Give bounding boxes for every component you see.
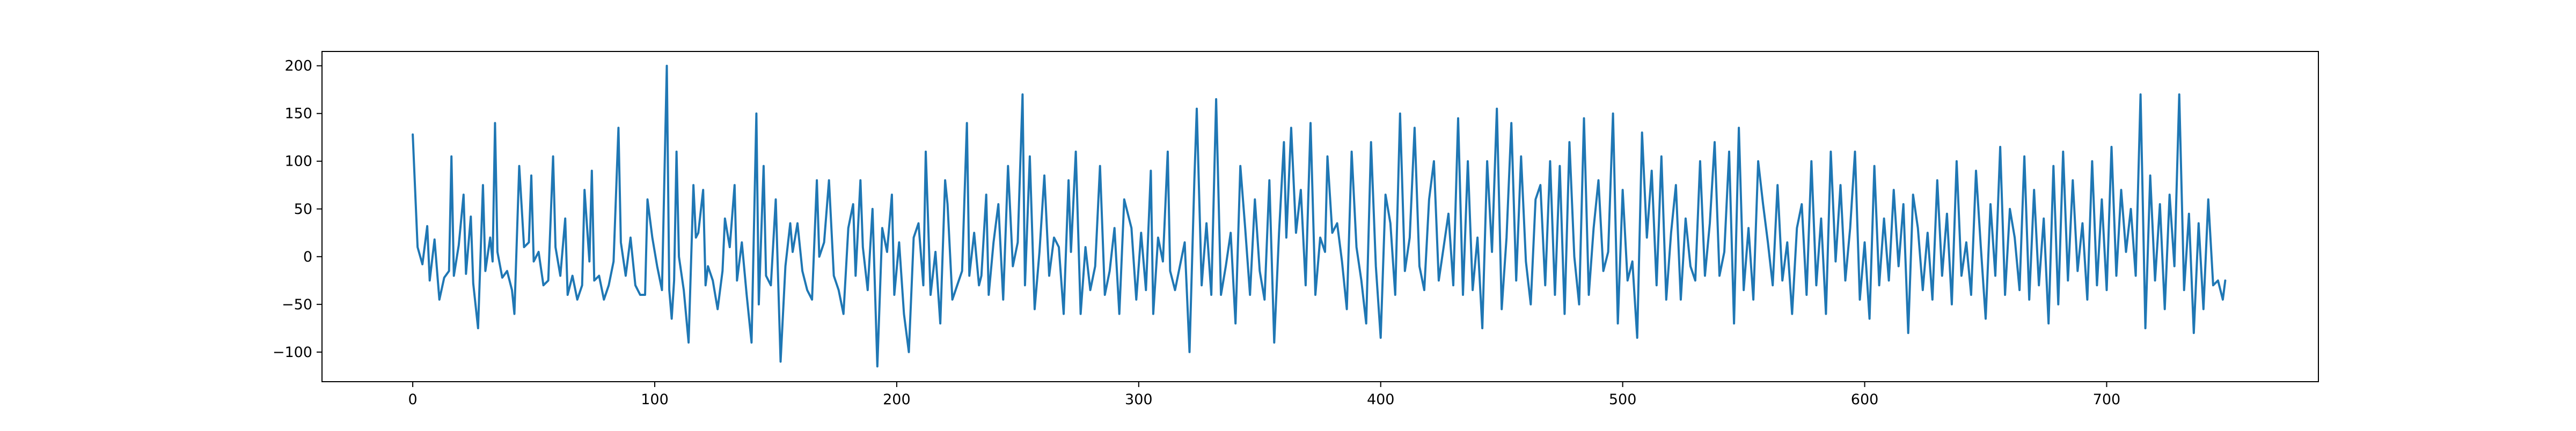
y-tick-label: −100 <box>273 344 312 361</box>
x-tick-label: 600 <box>1851 391 1879 408</box>
y-tick-label: −50 <box>282 296 312 313</box>
x-tick-label: 500 <box>1609 391 1637 408</box>
x-axis-ticks: 0 100 200 300 400 500 600 700 <box>408 382 2120 408</box>
x-tick-label: 100 <box>641 391 669 408</box>
x-tick-label: 300 <box>1125 391 1153 408</box>
y-tick-label: 150 <box>284 106 312 122</box>
x-tick-label: 700 <box>2093 391 2121 408</box>
y-tick-label: 100 <box>284 153 312 170</box>
y-tick-label: 200 <box>284 58 312 75</box>
series-line <box>412 64 2227 368</box>
y-axis-ticks: −100 −50 0 50 100 150 200 <box>273 58 322 361</box>
plot-frame <box>321 51 2319 382</box>
y-tick-label: 50 <box>294 201 312 218</box>
plot-background <box>322 51 2318 382</box>
y-tick-label: 0 <box>303 249 312 265</box>
x-tick-label: 200 <box>883 391 911 408</box>
x-tick-label: 400 <box>1367 391 1395 408</box>
x-tick-label: 0 <box>408 391 417 408</box>
